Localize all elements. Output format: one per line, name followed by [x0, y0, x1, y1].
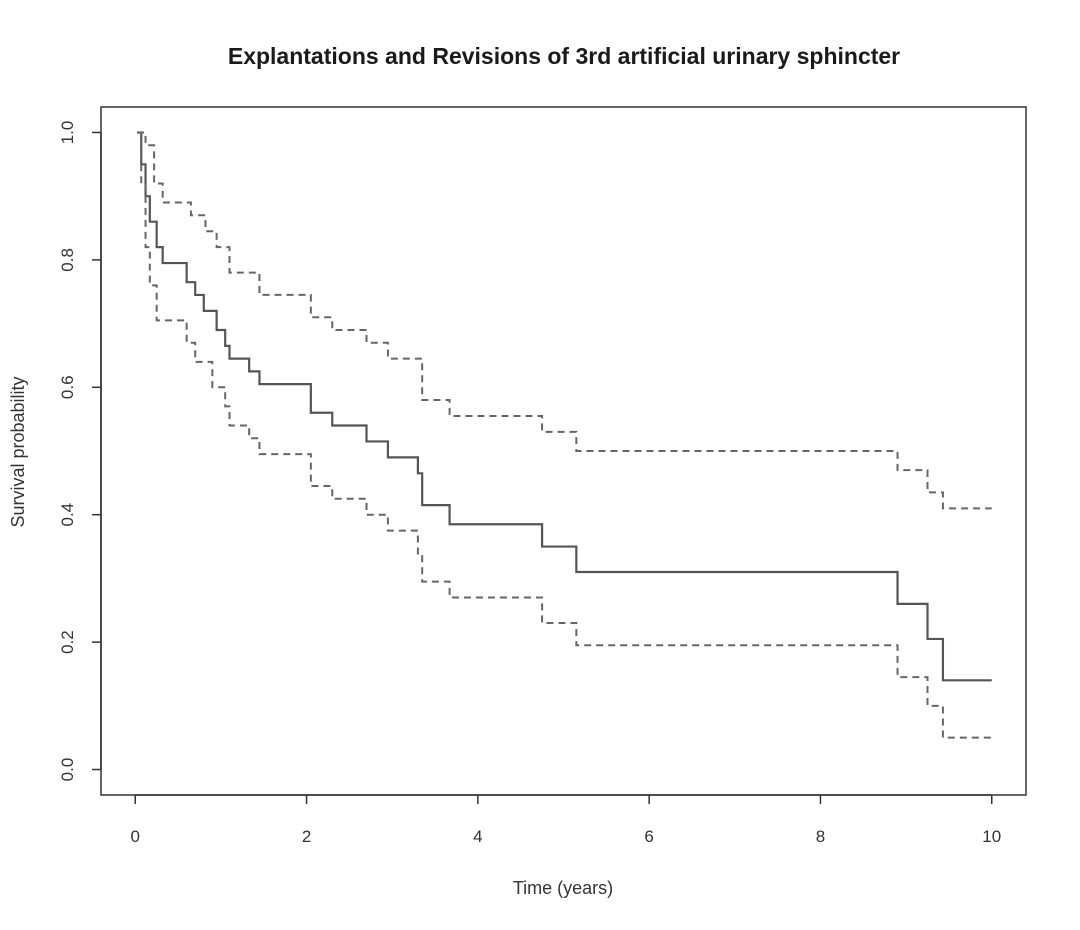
y-tick-label: 0.6: [58, 375, 77, 399]
chart-title: Explantations and Revisions of 3rd artif…: [228, 43, 900, 69]
x-tick-label: 2: [302, 827, 311, 846]
series-layer: [136, 131, 992, 739]
survival-curve: [136, 131, 992, 682]
y-tick-label: 0.4: [58, 503, 77, 527]
y-tick-label: 0.8: [58, 248, 77, 272]
x-tick-label: 10: [982, 827, 1001, 846]
y-tick-label: 0.0: [58, 758, 77, 782]
upper-confidence-band: [136, 131, 992, 510]
lower-confidence-band: [136, 131, 992, 739]
x-tick-label: 0: [131, 827, 140, 846]
x-axis-title: Time (years): [513, 878, 613, 898]
x-tick-label: 8: [816, 827, 825, 846]
x-tick-label: 4: [473, 827, 482, 846]
y-tick-label: 1.0: [58, 121, 77, 145]
x-tick-label: 6: [644, 827, 653, 846]
y-tick-label: 0.2: [58, 630, 77, 654]
x-axis: 0 2 4 6 8 10: [131, 794, 1001, 846]
y-axis-title: Survival probability: [8, 376, 28, 527]
y-axis: 0.0 0.2 0.4 0.6 0.8 1.0: [58, 121, 102, 782]
